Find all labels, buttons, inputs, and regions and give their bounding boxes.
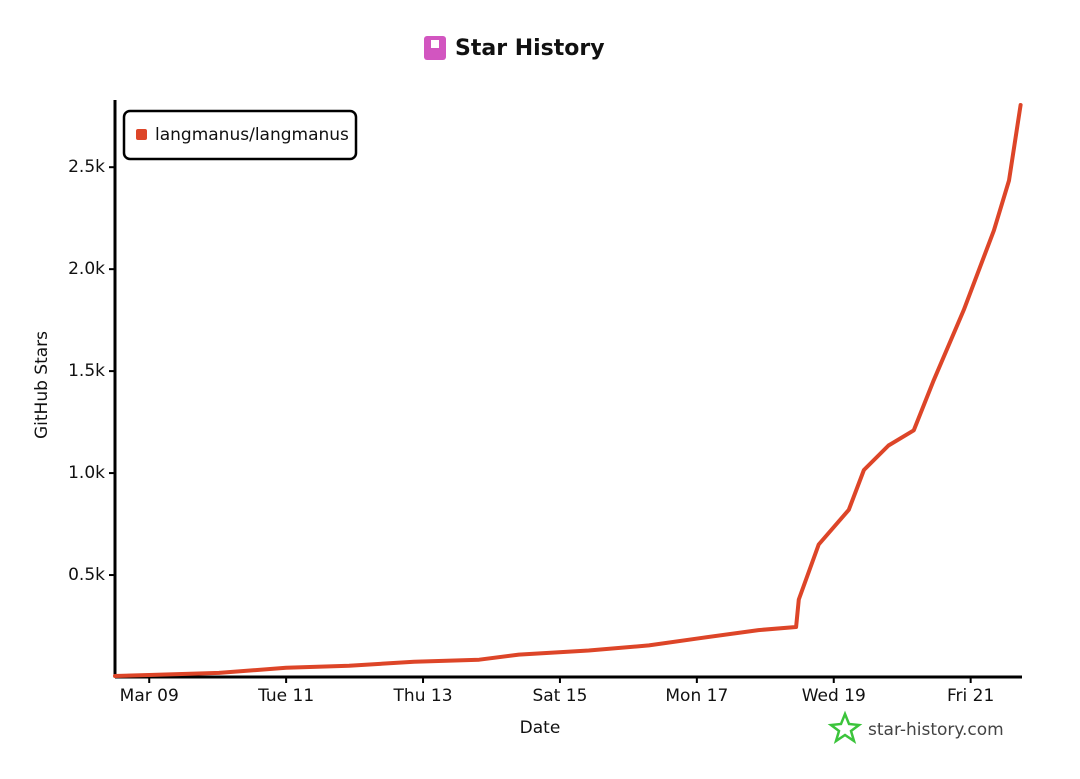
data-line [113, 103, 1023, 678]
y-tick-label: 2.5k [68, 157, 105, 177]
x-tick-label: Thu 13 [393, 686, 453, 706]
legend-label: langmanus/langmanus [155, 125, 349, 145]
x-tick-label: Mar 09 [120, 686, 179, 706]
logo [424, 36, 446, 60]
watermark-icon [827, 710, 863, 744]
y-tick-label: 0.5k [68, 565, 105, 585]
legend-swatch [136, 129, 147, 140]
x-tick-label: Wed 19 [802, 686, 866, 706]
x-tick-label: Tue 11 [257, 686, 314, 706]
x-tick-label: Fri 21 [947, 686, 994, 706]
chart-title: Star History [455, 36, 605, 61]
y-tick-label: 2.0k [68, 259, 105, 279]
x-tick-label: Mon 17 [665, 686, 728, 706]
legend: langmanus/langmanus [122, 109, 358, 161]
x-axis-label: Date [520, 718, 561, 738]
legend-box [122, 109, 358, 161]
y-axis-label: GitHub Stars [32, 331, 52, 439]
y-tick-label: 1.0k [68, 463, 105, 483]
x-tick-label: Sat 15 [532, 686, 587, 706]
y-tick-label: 1.5k [68, 361, 105, 381]
watermark: star-history.com [868, 720, 1004, 740]
